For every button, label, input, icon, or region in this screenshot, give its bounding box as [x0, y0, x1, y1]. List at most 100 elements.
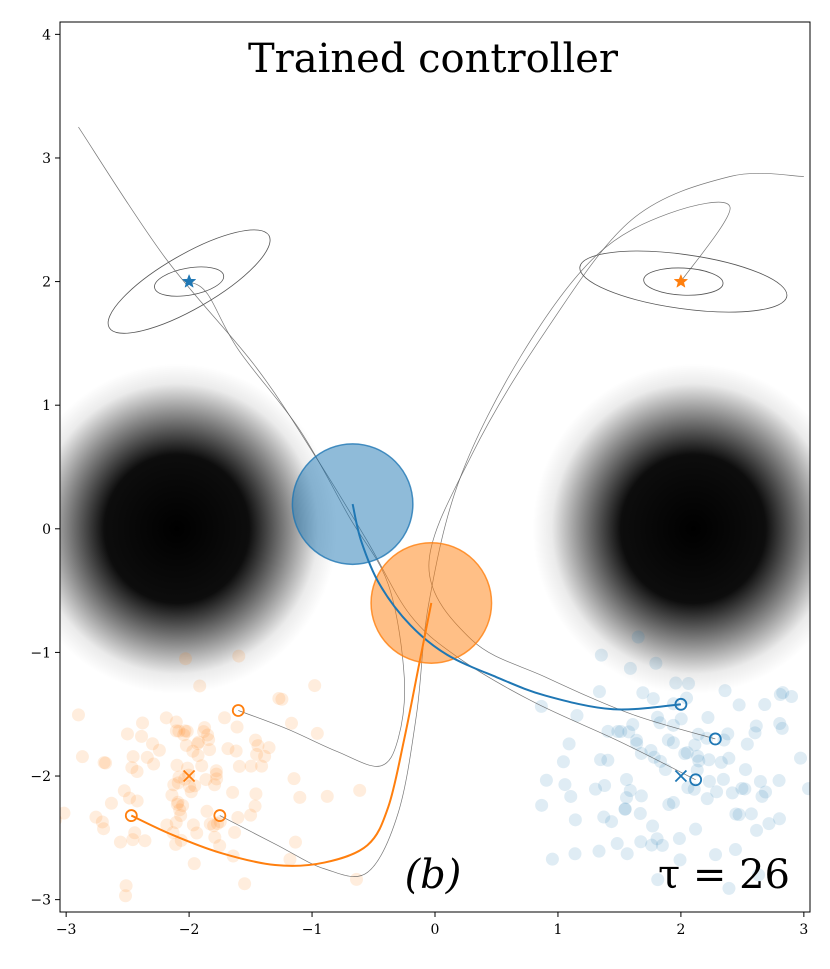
sample-point-orange [75, 750, 89, 764]
sample-point-orange [191, 749, 205, 763]
sample-point-orange [207, 819, 221, 833]
sample-point-blue [605, 815, 619, 829]
sample-point-blue [718, 684, 732, 698]
sample-point-orange [308, 679, 322, 693]
sample-point-orange [172, 724, 186, 738]
sample-point-orange [152, 743, 166, 757]
sample-point-orange [99, 756, 113, 770]
sample-point-orange [126, 750, 140, 764]
y-tick-label: −3 [30, 893, 51, 909]
sample-point-orange [287, 772, 301, 786]
sample-point-blue [748, 726, 762, 740]
sample-point-orange [179, 738, 193, 752]
sample-point-orange [180, 724, 194, 738]
sample-point-blue [611, 725, 625, 739]
sample-point-blue [758, 698, 772, 712]
sample-point-orange [147, 757, 161, 771]
sample-point-orange [262, 741, 276, 755]
sample-point-blue [661, 733, 675, 747]
sample-point-blue [681, 676, 695, 690]
sample-point-orange [119, 879, 133, 893]
sample-point-orange [186, 744, 200, 758]
sample-point-blue [802, 782, 810, 796]
sample-point-blue [735, 782, 749, 796]
sample-point-blue [687, 782, 701, 796]
sample-point-orange [197, 725, 211, 739]
sample-point-blue [721, 727, 735, 741]
sample-point-blue [623, 661, 637, 675]
sample-point-blue [597, 810, 611, 824]
sample-point-blue [644, 743, 658, 757]
sample-point-blue [655, 838, 669, 852]
sample-point-blue [622, 725, 636, 739]
sample-point-orange [186, 818, 200, 832]
y-tick-label: 2 [42, 275, 51, 291]
sample-point-blue [750, 823, 764, 837]
sample-point-blue [722, 751, 736, 765]
sample-point-blue [732, 698, 746, 712]
sample-point-blue [662, 798, 676, 812]
sample-point-orange [199, 773, 213, 787]
sample-point-orange [284, 716, 298, 730]
agent-discs [291, 443, 493, 664]
sample-point-blue [651, 710, 665, 724]
sample-point-blue [564, 789, 578, 803]
trajectory-markers [124, 273, 722, 822]
sample-point-blue [623, 783, 637, 797]
sample-point-blue [568, 813, 582, 827]
sample-point-blue [818, 801, 830, 814]
sample-point-blue [610, 837, 624, 851]
sample-point-blue [725, 786, 739, 800]
obstacle-fields [60, 363, 810, 694]
sample-point-orange [191, 737, 205, 751]
sample-point-orange [208, 830, 222, 844]
sample-point-orange [210, 772, 224, 786]
sample-point-orange [71, 708, 85, 722]
sample-point-blue [794, 751, 808, 765]
sample-point-blue [594, 753, 608, 767]
sample-point-blue [729, 807, 743, 821]
initial-position-blue [689, 773, 703, 787]
sample-point-blue [776, 686, 790, 700]
agent-disc-blue [291, 443, 414, 566]
sample-point-orange [171, 776, 185, 790]
sample-point-blue [649, 656, 663, 670]
goal-star-blue [181, 273, 197, 288]
sample-point-orange [275, 692, 289, 706]
y-tick-label: −1 [30, 645, 51, 661]
initial-position-blue [674, 697, 688, 711]
sample-point-orange [130, 764, 144, 778]
sample-point-blue [592, 844, 606, 858]
trajectory-orange [130, 602, 433, 867]
sample-point-orange [251, 739, 265, 753]
sample-point-orange [232, 649, 246, 663]
sample-point-blue [680, 746, 694, 760]
sample-point-orange [171, 795, 185, 809]
sample-point-orange [42, 714, 55, 727]
sample-point-orange [192, 735, 206, 749]
goal-orbit [579, 250, 788, 313]
sample-point-blue [630, 737, 644, 751]
sample-point-orange [353, 783, 367, 797]
sample-point-blue [570, 709, 584, 723]
plot-area [42, 126, 830, 903]
sample-point-orange [146, 737, 160, 751]
sample-point-blue [666, 796, 680, 810]
x-tick-label: −2 [179, 922, 200, 938]
sample-point-blue [539, 773, 553, 787]
sample-point-blue [598, 779, 612, 793]
sample-point-blue [626, 718, 640, 732]
initial-position-orange [231, 704, 245, 717]
sample-point-orange [173, 803, 187, 817]
sample-point-blue [678, 747, 692, 761]
sample-point-blue [634, 835, 648, 849]
sample-point-orange [167, 778, 181, 792]
sample-point-orange [193, 679, 207, 693]
sample-point-blue [630, 733, 644, 747]
sample-point-orange [104, 796, 118, 810]
sample-point-orange [213, 839, 227, 853]
sample-point-orange [203, 817, 217, 831]
sample-point-blue [785, 689, 799, 703]
sample-point-orange [179, 652, 193, 666]
